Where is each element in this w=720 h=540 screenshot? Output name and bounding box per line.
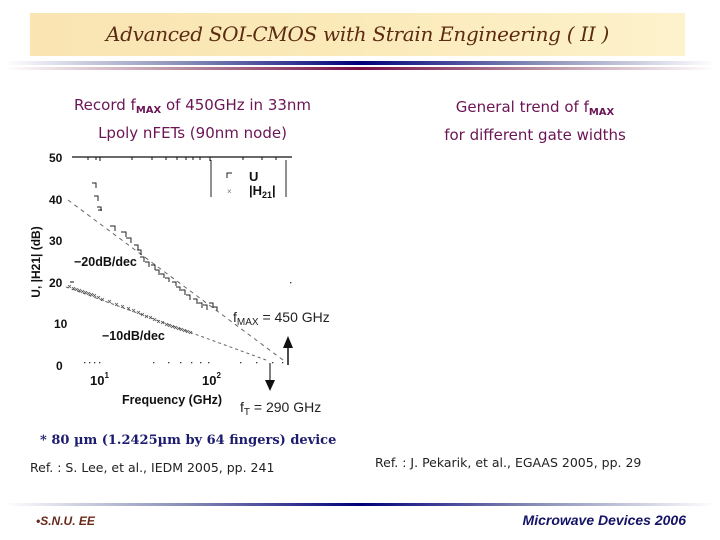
right-heading-text: General trend of f [455,98,589,116]
left-heading-sub: MAX [135,105,162,116]
slide-title: Advanced SOI-CMOS with Strain Engineerin… [105,22,610,46]
footer-institution: •S.N.U. EE [36,514,95,528]
fmax-annotation: fMAX = 450 GHz [233,309,330,328]
fit-line-20db [67,199,284,361]
footer-course: Microwave Devices 2006 [522,512,686,528]
y-axis-label: U, |H21| (dB) [29,226,43,297]
svg-text:40: 40 [49,193,63,207]
h21-series-markers [67,284,193,335]
left-heading-text: Record f [73,96,136,114]
header-rule-maroon [5,67,715,70]
slope-20db-label: −20dB/dec [74,255,137,269]
left-reference: Ref. : S. Lee, et al., IEDM 2005, pp. 24… [30,460,275,475]
x-tick-10-2: 102 [202,371,221,388]
legend-h21-marker-icon: × [227,187,232,196]
right-heading: General trend of fMAX for different gate… [400,96,670,146]
fmax-chart: U, |H21| (dB) 50 40 30 20 10 0 × U |H21| [29,151,330,418]
bottom-dots [84,282,292,364]
right-heading-sub: MAX [588,107,615,118]
y-ticks: 50 40 30 20 10 0 [49,151,68,373]
legend-u-label: U [249,169,258,184]
title-band: Advanced SOI-CMOS with Strain Engineerin… [30,13,685,56]
left-heading-line2: Lpoly nFETs (90nm node) [98,124,287,142]
svg-text:U, |H21| (dB): U, |H21| (dB) [29,226,43,297]
x-tick-10-1: 101 [90,371,109,388]
right-heading-line2: for different gate widths [444,126,626,144]
slope-10db-label: −10dB/dec [102,329,165,343]
left-heading-text-post: of 450GHz in 33nm [161,96,312,114]
ft-annotation: fT = 290 GHz [240,399,321,418]
svg-text:10: 10 [54,317,68,331]
header-rule-blue [5,61,715,65]
footer-rule [5,503,715,506]
ft-down-arrow-icon [265,363,275,391]
x-axis-label: Frequency (GHz) [122,393,222,407]
svg-text:20: 20 [49,276,63,290]
svg-text:30: 30 [49,234,63,248]
fmax-up-arrow-icon [283,336,293,365]
left-heading: Record fMAX of 450GHz in 33nm Lpoly nFET… [20,94,365,144]
legend-h21-label: |H21| [249,183,276,200]
u-series-markers [92,182,218,311]
chart-legend: × U |H21| [210,160,287,200]
legend-u-marker-icon [226,172,232,178]
right-reference: Ref. : J. Pekarik, et al., EGAAS 2005, p… [375,455,642,470]
svg-text:0: 0 [56,359,63,373]
svg-text:50: 50 [49,151,63,165]
device-note: * 80 µm (1.2425µm by 64 fingers) device [40,433,337,448]
